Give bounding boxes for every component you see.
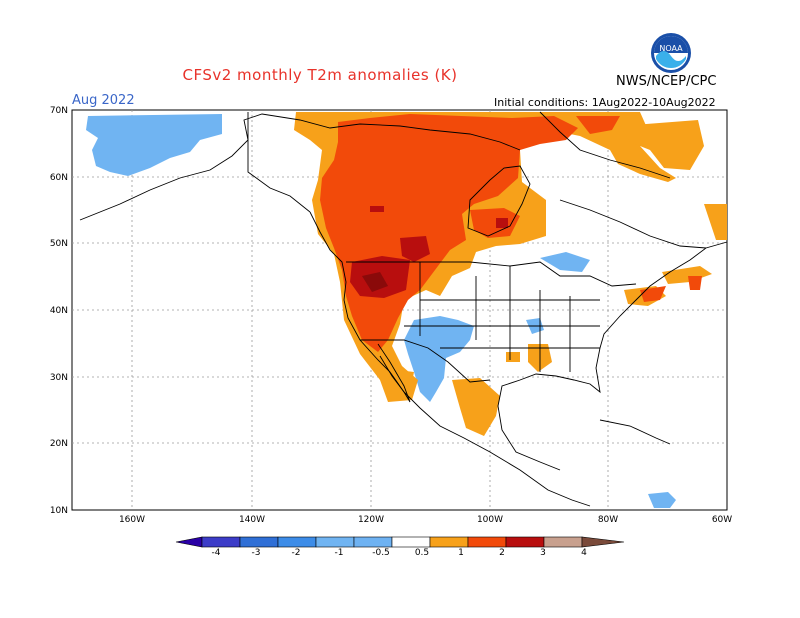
legend-swatch xyxy=(315,536,355,548)
init-conditions-label: Initial conditions: 1Aug2022-10Aug2022 xyxy=(494,96,716,109)
legend-swatch xyxy=(505,536,545,548)
org-label: NWS/NCEP/CPC xyxy=(616,74,717,89)
legend-swatch xyxy=(467,536,507,548)
lat-label: 20N xyxy=(50,439,68,449)
svg-text:NOAA: NOAA xyxy=(659,44,683,53)
legend-tick-label: -0.5 xyxy=(372,548,390,558)
legend-swatch xyxy=(429,536,469,548)
month-label: Aug 2022 xyxy=(72,93,135,108)
lat-label: 10N xyxy=(50,506,68,516)
legend-swatch xyxy=(201,536,241,548)
map-title: CFSv2 monthly T2m anomalies (K) xyxy=(182,66,458,84)
lon-label: 60W xyxy=(712,515,732,525)
lon-label: 120W xyxy=(358,515,384,525)
lat-label: 70N xyxy=(50,106,68,116)
color-legend xyxy=(175,536,625,548)
legend-swatch xyxy=(277,536,317,548)
legend-tick-label: -4 xyxy=(212,548,221,558)
anomaly-shading xyxy=(86,112,727,508)
legend-swatch xyxy=(239,536,279,548)
lat-label: 40N xyxy=(50,306,68,316)
legend-tick-label: 2 xyxy=(499,548,505,558)
legend-tick-label: -2 xyxy=(292,548,301,558)
legend-swatch xyxy=(353,536,393,548)
lon-label: 140W xyxy=(239,515,265,525)
legend-arrow-left xyxy=(175,536,203,548)
lat-label: 50N xyxy=(50,239,68,249)
legend-tick-label: 0.5 xyxy=(415,548,429,558)
lon-label: 80W xyxy=(598,515,618,525)
lon-label: 160W xyxy=(119,515,145,525)
legend-swatch xyxy=(543,536,583,548)
legend-arrow-right xyxy=(581,536,625,548)
lon-label: 100W xyxy=(477,515,503,525)
legend-tick-label: -1 xyxy=(335,548,344,558)
legend-tick-label: 3 xyxy=(540,548,546,558)
lat-label: 60N xyxy=(50,173,68,183)
lat-label: 30N xyxy=(50,373,68,383)
noaa-logo-icon: NOAA xyxy=(651,33,691,73)
map-outlines xyxy=(79,111,728,507)
legend-swatch xyxy=(391,536,431,548)
legend-tick-label: 1 xyxy=(458,548,464,558)
legend-tick-label: -3 xyxy=(252,548,261,558)
legend-tick-label: 4 xyxy=(581,548,587,558)
